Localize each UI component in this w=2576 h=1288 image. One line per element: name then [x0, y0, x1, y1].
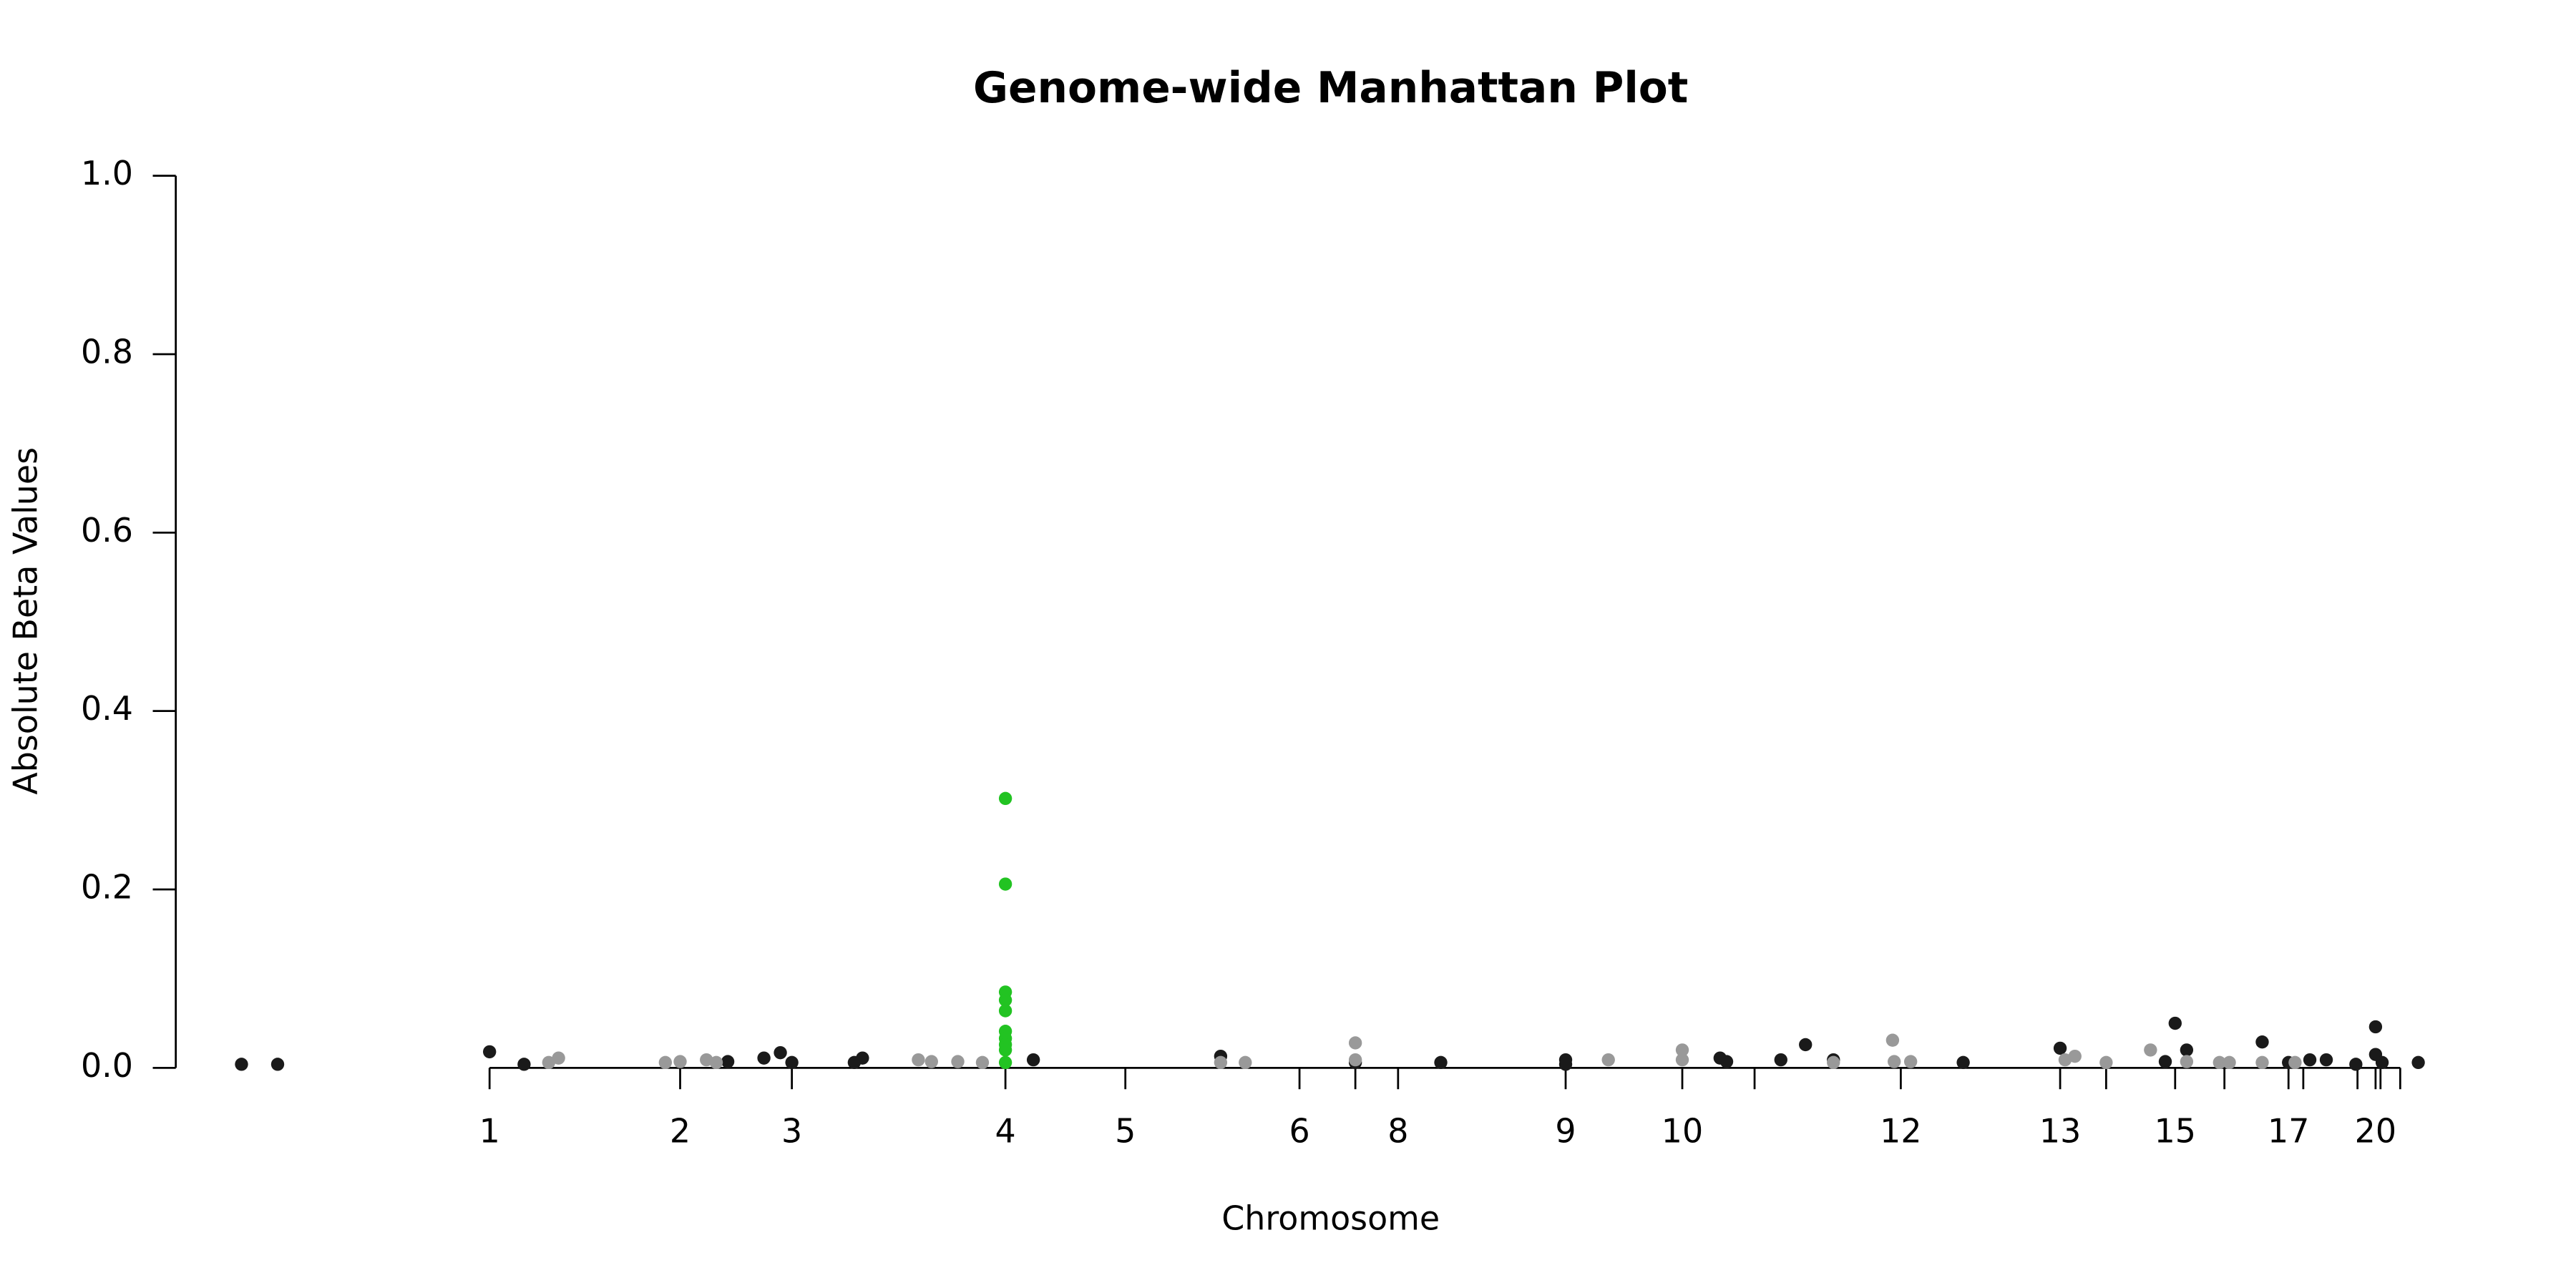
- x-axis-label: Chromosome: [1221, 1199, 1440, 1237]
- point: [1348, 1053, 1362, 1067]
- point: [1675, 1053, 1689, 1067]
- point: [998, 1043, 1013, 1057]
- point: [1799, 1038, 1813, 1052]
- point: [2223, 1055, 2236, 1070]
- point: [1348, 1036, 1362, 1050]
- y-axis-label: Absolute Beta Values: [6, 447, 45, 795]
- point: [1214, 1055, 1228, 1070]
- point: [2180, 1055, 2194, 1068]
- point: [975, 1055, 990, 1070]
- point: [2099, 1055, 2113, 1070]
- point: [2319, 1053, 2333, 1067]
- point: [998, 791, 1013, 806]
- point: [912, 1053, 925, 1067]
- point: [998, 1055, 1013, 1070]
- point: [1888, 1055, 1901, 1068]
- point: [2349, 1058, 2363, 1071]
- point: [2180, 1043, 2194, 1057]
- x-tick-label: 4: [995, 1112, 1015, 1151]
- point: [1434, 1055, 1448, 1070]
- x-tick-label: 9: [1555, 1112, 1576, 1151]
- point: [2303, 1053, 2317, 1067]
- x-tick-label: 3: [781, 1112, 802, 1151]
- point: [951, 1055, 965, 1068]
- y-tick-label: 0.0: [81, 1046, 133, 1085]
- point: [2144, 1043, 2157, 1057]
- x-tick-label: 2: [670, 1112, 691, 1151]
- x-tick-label: 6: [1289, 1112, 1309, 1151]
- point: [2411, 1055, 2425, 1070]
- point: [700, 1053, 713, 1067]
- point: [2375, 1055, 2389, 1070]
- point: [552, 1051, 565, 1065]
- point: [2255, 1035, 2269, 1049]
- point: [1774, 1053, 1787, 1067]
- y-tick-label: 0.6: [81, 511, 133, 550]
- point: [2068, 1049, 2082, 1063]
- point: [774, 1045, 787, 1060]
- point: [1885, 1033, 1900, 1047]
- x-tick-label: 10: [1662, 1112, 1703, 1151]
- point: [542, 1055, 556, 1070]
- x-tick-label: 17: [2268, 1112, 2309, 1151]
- y-tick-label: 0.2: [81, 868, 133, 907]
- point: [1903, 1055, 1918, 1068]
- point: [673, 1055, 687, 1068]
- point: [270, 1058, 285, 1071]
- point: [2212, 1055, 2226, 1070]
- point: [757, 1051, 771, 1065]
- point: [2058, 1053, 2072, 1067]
- chart-title: Genome-wide Manhattan Plot: [973, 64, 1688, 113]
- point: [658, 1055, 673, 1070]
- point: [924, 1055, 938, 1068]
- point: [2168, 1016, 2182, 1030]
- point: [2255, 1055, 2269, 1070]
- point: [1558, 1058, 1573, 1071]
- y-tick-label: 0.4: [81, 689, 133, 728]
- x-tick-label: 5: [1115, 1112, 1136, 1151]
- point: [998, 877, 1013, 891]
- point: [1827, 1055, 1840, 1070]
- point: [998, 1004, 1013, 1018]
- point: [2368, 1020, 2383, 1034]
- point: [1719, 1055, 1734, 1068]
- point: [517, 1058, 531, 1071]
- point: [709, 1055, 723, 1070]
- x-tick-label: 13: [2039, 1112, 2081, 1151]
- x-tick-label: 20: [2355, 1112, 2396, 1151]
- point: [1675, 1043, 1689, 1057]
- point: [1601, 1053, 1615, 1067]
- point: [998, 993, 1013, 1007]
- point: [2158, 1055, 2172, 1068]
- x-tick-label: 12: [1880, 1112, 1921, 1151]
- x-tick-label: 15: [2155, 1112, 2196, 1151]
- point: [2288, 1055, 2302, 1070]
- point: [2053, 1041, 2067, 1055]
- x-tick-label: 1: [479, 1112, 500, 1151]
- point: [1026, 1053, 1040, 1067]
- point: [856, 1051, 869, 1065]
- point: [235, 1058, 248, 1071]
- point: [785, 1055, 799, 1070]
- x-tick-label: 8: [1387, 1112, 1408, 1151]
- y-tick-label: 1.0: [81, 154, 133, 192]
- point: [1956, 1055, 1970, 1070]
- y-tick-label: 0.8: [81, 333, 133, 371]
- point: [483, 1045, 497, 1059]
- point: [1239, 1055, 1252, 1070]
- point: [721, 1055, 735, 1068]
